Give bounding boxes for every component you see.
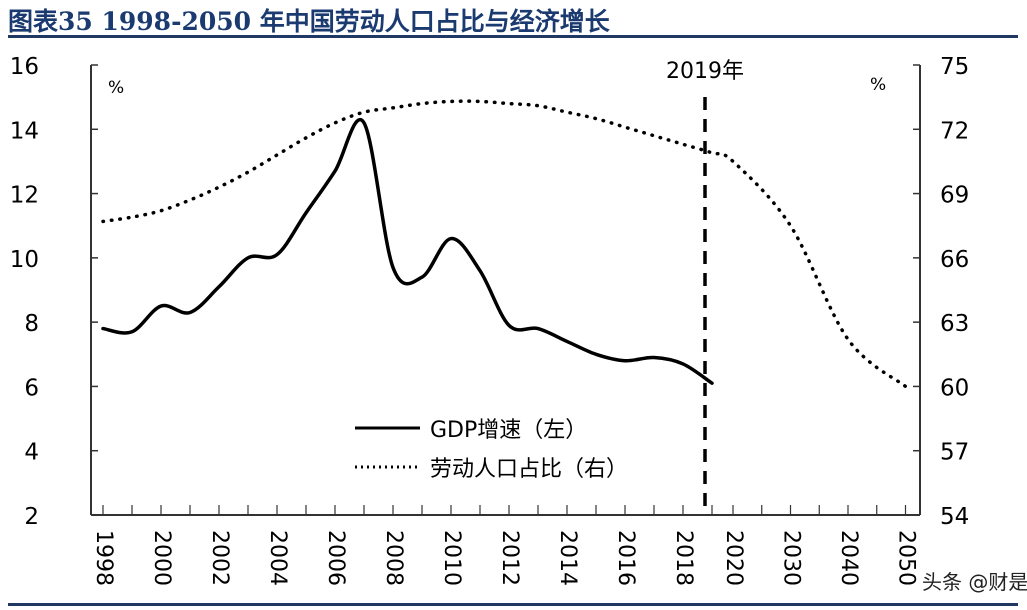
left-tick-label: 4 <box>24 440 39 466</box>
x-tick-label: 2004 <box>265 530 290 586</box>
x-tick-label: 2006 <box>323 530 348 586</box>
left-tick-label: 14 <box>10 118 39 144</box>
series-line-gdp <box>101 118 714 385</box>
right-tick-label: 72 <box>940 118 969 144</box>
chart-title: 图表35 1998-2050 年中国劳动人口占比与经济增长 <box>8 7 610 36</box>
legend-label-gdp: GDP增速（左） <box>430 418 587 443</box>
legend-label-labor: 劳动人口占比（右） <box>430 457 628 482</box>
bottom-rule <box>8 603 1018 606</box>
x-tick-label: 2018 <box>671 530 696 586</box>
x-tick-label: 2016 <box>613 530 638 586</box>
right-tick-label: 75 <box>940 54 969 80</box>
watermark: 头条 @财是 <box>922 570 1027 594</box>
x-tick-label: 2012 <box>497 530 522 586</box>
annotation-2019-label: 2019年 <box>666 59 744 84</box>
x-tick-label: 2014 <box>555 530 580 586</box>
right-tick-label: 57 <box>940 440 969 466</box>
left-tick-label: 10 <box>10 247 39 273</box>
left-tick-label: 8 <box>24 311 39 337</box>
x-tick-label: 2002 <box>207 530 232 586</box>
right-unit-label: % <box>870 75 886 95</box>
left-tick-label: 16 <box>10 54 39 80</box>
left-tick-label: 12 <box>10 183 39 209</box>
x-tick-label: 2050 <box>894 530 919 586</box>
right-tick-label: 60 <box>940 375 969 401</box>
x-tick-label: 1998 <box>91 530 116 586</box>
title-rule <box>8 35 1018 38</box>
left-tick-label: 2 <box>24 504 39 530</box>
right-tick-label: 69 <box>940 183 969 209</box>
x-tick-label: 2030 <box>779 530 804 586</box>
right-tick-label: 54 <box>940 504 969 530</box>
series-line-labor-share <box>101 99 908 389</box>
x-tick-label: 2010 <box>439 530 464 586</box>
right-tick-label: 66 <box>940 247 969 273</box>
x-tick-label: 2008 <box>381 530 406 586</box>
right-tick-label: 63 <box>940 311 969 337</box>
legend: GDP增速（左） 劳动人口占比（右） <box>355 418 628 482</box>
x-tick-label: 2040 <box>836 530 861 586</box>
left-tick-label: 6 <box>24 375 39 401</box>
left-unit-label: % <box>108 78 124 98</box>
x-tick-label: 2000 <box>149 530 174 586</box>
x-tick-label: 2020 <box>721 530 746 586</box>
